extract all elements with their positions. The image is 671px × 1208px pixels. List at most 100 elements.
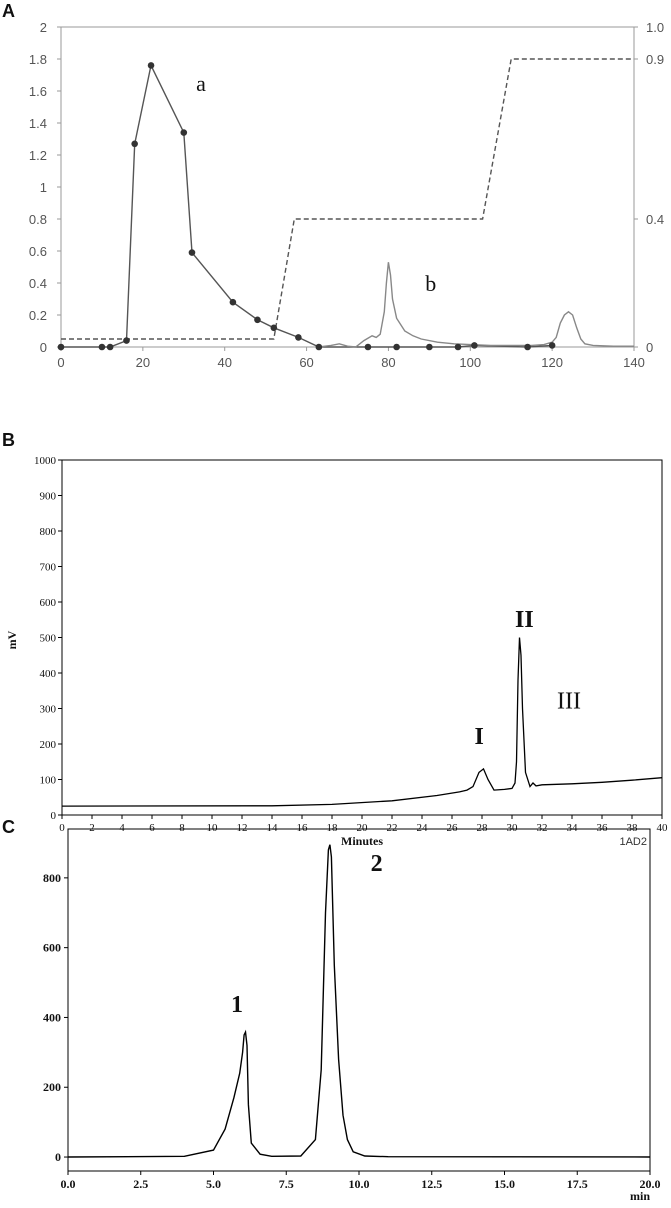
y-tick-label-b: 400 <box>40 668 57 680</box>
y-tick-label-b: 800 <box>40 526 57 538</box>
y-tick-label-left-a: 2 <box>40 20 47 35</box>
x-tick-label-c: 10.0 <box>349 1177 370 1191</box>
x-tick-label-c: 12.5 <box>421 1177 442 1191</box>
y-tick-label-c: 200 <box>43 1080 61 1094</box>
x-axis-b: 0 2 4 6 8 10 12 14 16 18 20 22 24 26 28 30 32 34 36 38 40 <box>59 815 668 834</box>
y-tick-label-left-a: 0.4 <box>29 276 47 291</box>
y-tick-label-left-a: 1.4 <box>29 116 47 131</box>
y-tick-label-b: 700 <box>40 562 57 574</box>
y-tick-label-c: 0 <box>55 1150 61 1164</box>
x-tick-label-b: 14 <box>267 822 279 834</box>
x-tick-label-a: 20 <box>136 355 150 370</box>
data-point-a <box>188 249 196 256</box>
peak-label-2: 2 <box>371 851 383 877</box>
x-tick-label-b: 8 <box>179 822 185 834</box>
x-tick-label-c: 2.5 <box>133 1177 148 1191</box>
data-point-a <box>147 62 155 69</box>
x-tick-label-a: 80 <box>381 355 395 370</box>
data-point-a <box>454 343 462 351</box>
x-tick-label-b: 6 <box>149 822 155 834</box>
x-tick-label-b: 10 <box>207 822 219 834</box>
y-tick-label-left-a: 0.2 <box>29 308 47 323</box>
y-tick-label-b: 0 <box>51 810 57 822</box>
y-axis-label-b: mV <box>5 630 19 649</box>
series-line-b-0 <box>61 637 663 807</box>
y-tick-label-b: 500 <box>40 633 57 645</box>
y-tick-label-b: 100 <box>40 775 57 787</box>
x-tick-label-b: 4 <box>119 822 125 834</box>
x-tick-label-b: 2 <box>89 822 95 834</box>
plot-frame-a <box>60 26 635 348</box>
x-tick-label-b: 24 <box>417 822 429 834</box>
x-tick-label-b: 40 <box>657 822 669 834</box>
x-tick-label-a: 40 <box>217 355 231 370</box>
y-tick-label-left-a: 1 <box>40 180 47 195</box>
x-tick-label-c: 5.0 <box>206 1177 221 1191</box>
data-point-a <box>229 298 237 306</box>
x-tick-label-b: 30 <box>507 822 519 834</box>
x-axis-unit-c: min <box>630 1189 650 1203</box>
series-group-b <box>61 637 663 807</box>
plot-frame-b <box>61 459 663 816</box>
panel-letter-c: C <box>2 817 15 837</box>
x-tick-label-a: 100 <box>459 355 481 370</box>
plot-frame-c <box>67 828 651 1172</box>
annotation-a-label: a <box>196 71 206 96</box>
x-tick-label-b: 26 <box>447 822 459 834</box>
series-line-a-2 <box>61 58 634 340</box>
x-tick-label-a: 0 <box>57 355 64 370</box>
markers-group-a <box>57 62 556 351</box>
y-tick-label-left-a: 1.2 <box>29 148 47 163</box>
x-tick-label-a: 60 <box>299 355 313 370</box>
peak-label-1: 1 <box>231 992 243 1018</box>
series-group-c <box>67 844 651 1158</box>
y-tick-label-b: 300 <box>40 704 57 716</box>
x-tick-label-c: 17.5 <box>567 1177 588 1191</box>
peak-label-ii: II <box>515 607 534 633</box>
x-tick-label-b: 28 <box>477 822 489 834</box>
y-axis-b: 0 100 200 300 400 500 600 700 800 900 1000 <box>34 455 62 822</box>
peak-label-iii: III <box>557 689 581 715</box>
x-axis-a: 0 20 40 60 80 100 120 140 <box>57 347 645 370</box>
data-point-a <box>131 140 138 148</box>
panel-letter-b: B <box>2 430 15 450</box>
x-tick-label-c: 20.0 <box>640 1177 661 1191</box>
data-point-a <box>393 343 400 351</box>
x-tick-label-b: 20 <box>357 822 369 834</box>
x-tick-label-b: 34 <box>567 822 579 834</box>
y-tick-label-c: 400 <box>43 1010 61 1024</box>
x-tick-label-b: 16 <box>297 822 309 834</box>
y-tick-label-right-a: 0 <box>646 340 653 355</box>
y-tick-label-b: 900 <box>40 491 57 503</box>
y-tick-label-right-a: 0.9 <box>646 52 664 67</box>
x-tick-label-b: 22 <box>387 822 398 834</box>
x-tick-label-b: 38 <box>627 822 639 834</box>
x-tick-label-b: 12 <box>237 822 248 834</box>
data-point-a <box>295 334 302 341</box>
y-tick-label-left-a: 1.8 <box>29 52 47 67</box>
panel-letter-a: A <box>2 1 15 21</box>
data-point-a <box>471 342 478 349</box>
data-point-a <box>57 343 65 351</box>
y-tick-label-left-a: 0.8 <box>29 212 47 227</box>
x-tick-label-a: 140 <box>623 355 645 370</box>
data-point-a <box>548 342 556 349</box>
x-tick-label-c: 15.0 <box>494 1177 515 1191</box>
x-axis-c: 0.0 2.5 5.0 7.5 10.0 12.5 15.0 17.5 20.0 <box>61 1171 661 1191</box>
y-tick-label-b: 1000 <box>34 455 57 467</box>
x-tick-label-a: 120 <box>541 355 563 370</box>
x-tick-label-b: 0 <box>59 822 65 834</box>
x-tick-label-b: 18 <box>327 822 339 834</box>
annotation-b-label: b <box>425 271 436 296</box>
y-axis-c: 0 200 400 600 800 <box>43 871 68 1164</box>
y-tick-label-b: 600 <box>40 597 57 609</box>
series-group-a <box>61 58 634 348</box>
x-axis-label-b: Minutes <box>341 834 383 848</box>
x-tick-label-b: 36 <box>597 822 609 834</box>
y-tick-label-c: 800 <box>43 871 61 885</box>
y-tick-label-c: 600 <box>43 941 61 955</box>
data-point-a <box>98 343 106 351</box>
y-axis-left-a: 0 0.2 0.4 0.6 0.8 1 1.2 1.4 1.6 1.8 2 <box>29 20 61 355</box>
